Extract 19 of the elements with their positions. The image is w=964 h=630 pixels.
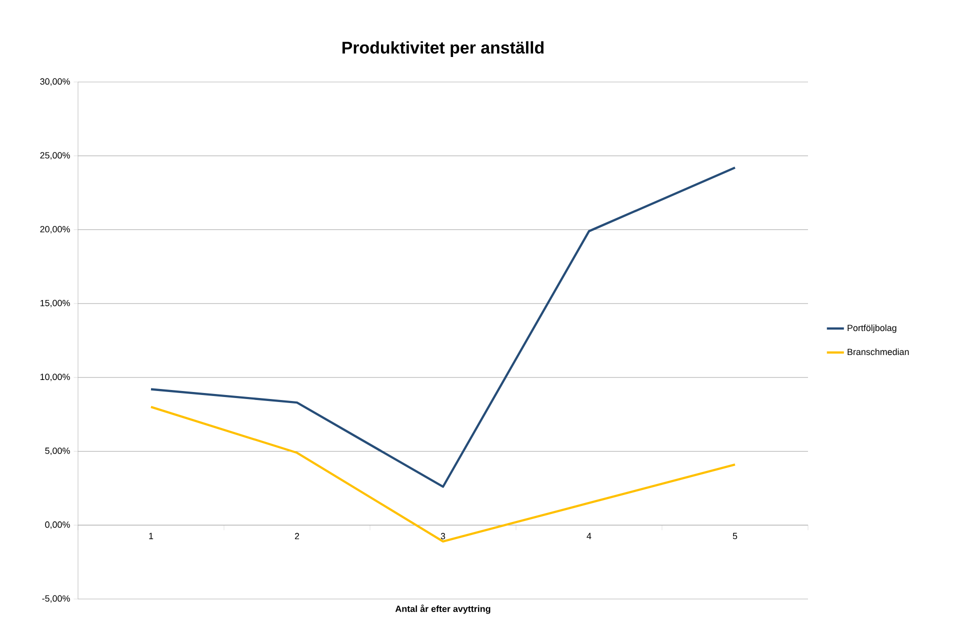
x-axis-title: Antal år efter avyttring [395, 604, 490, 614]
line-series [150, 406, 736, 542]
y-tick-label: 10,00% [40, 374, 70, 382]
x-tick-label: 1 [149, 532, 154, 540]
line-series [150, 166, 736, 488]
y-tick-label: 30,00% [40, 78, 70, 86]
y-tick-label: 0,00% [45, 521, 70, 529]
legend-label: Branschmedian [848, 348, 909, 356]
legend-label: Portföljbolag [848, 324, 896, 333]
y-tick-label: 15,00% [40, 300, 70, 308]
x-tick-label: 5 [732, 532, 738, 540]
y-tick-label: 5,00% [45, 448, 70, 455]
y-tick-label: -5,00% [42, 595, 70, 603]
x-tick-label: 4 [586, 532, 592, 540]
y-tick-label: 25,00% [40, 152, 70, 160]
chart-title: Produktivitet per anställd [342, 41, 544, 57]
x-tick-label: 3 [440, 532, 446, 540]
x-tick-label: 2 [294, 532, 300, 540]
y-tick-label: 20,00% [40, 226, 70, 234]
